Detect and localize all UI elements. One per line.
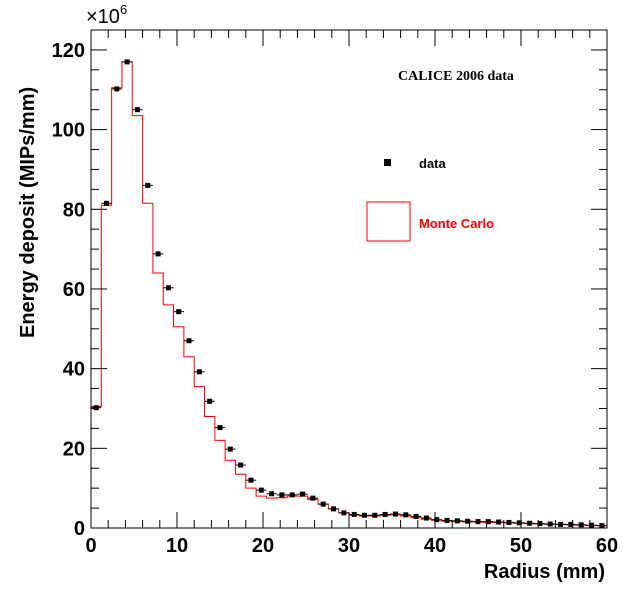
data-point	[103, 200, 109, 206]
legend-data-label: data	[419, 156, 447, 171]
x-tick-label: 0	[85, 535, 96, 557]
data-point	[310, 495, 316, 501]
data-point	[165, 285, 171, 291]
data-point	[217, 425, 223, 431]
data-point	[289, 492, 295, 498]
data-point	[558, 521, 564, 527]
data-point	[238, 462, 244, 468]
data-point	[279, 492, 285, 498]
data-point	[227, 446, 233, 452]
x-tick-label: 40	[424, 535, 446, 557]
data-point	[382, 511, 388, 517]
data-point	[423, 515, 429, 521]
data-point	[527, 520, 533, 526]
data-point	[176, 309, 182, 315]
y-multiplier-exponent: 6	[120, 2, 127, 17]
y-tick-label: 100	[52, 120, 85, 142]
data-point	[444, 517, 450, 523]
data-point	[155, 251, 161, 257]
y-tick-label: 20	[63, 438, 85, 460]
data-point	[392, 511, 398, 517]
legend-mc-label: Monte Carlo	[419, 216, 494, 231]
x-tick-label: 10	[166, 535, 188, 557]
y-tick-label: 40	[63, 359, 85, 381]
data-point	[434, 517, 440, 523]
data-point	[599, 523, 605, 529]
data-point	[454, 518, 460, 524]
data-point	[403, 512, 409, 518]
data-point	[300, 491, 306, 497]
data-point	[475, 519, 481, 525]
x-tick-label: 60	[596, 535, 618, 557]
legend-data-marker	[384, 159, 391, 166]
data-point	[196, 369, 202, 375]
x-tick-label: 50	[510, 535, 532, 557]
data-point	[269, 491, 275, 497]
data-point	[537, 521, 543, 527]
data-point	[186, 338, 192, 344]
data-point	[124, 59, 130, 65]
data-point	[341, 510, 347, 516]
data-point	[331, 506, 337, 512]
y-tick-label: 60	[63, 279, 85, 301]
data-point	[134, 107, 140, 113]
tick-labels: 0 10 20 30 40 50 60 0 20 40 60 80 100 120	[52, 40, 619, 557]
data-point	[351, 511, 357, 517]
data-point	[207, 398, 213, 404]
y-tick-label: 80	[63, 199, 85, 221]
x-tick-label: 20	[252, 535, 274, 557]
data-point	[320, 501, 326, 507]
data-point	[578, 522, 584, 528]
legend: data Monte Carlo	[366, 156, 494, 242]
data-point	[568, 521, 574, 527]
data-point	[248, 477, 254, 483]
y-tick-label: 0	[74, 518, 85, 540]
data-point	[361, 512, 367, 518]
data-point	[506, 519, 512, 525]
annotation-text: CALICE 2006 data	[398, 69, 514, 84]
data-point	[547, 521, 553, 527]
y-axis-title: Energy deposit (MIPs/mm)	[17, 87, 39, 338]
y-multiplier: ×106	[86, 2, 127, 28]
axes	[90, 29, 608, 529]
data-point	[465, 518, 471, 524]
y-tick-label: 120	[52, 40, 85, 62]
x-axis-title: Radius (mm)	[484, 561, 605, 583]
data-point	[516, 520, 522, 526]
data-point	[93, 405, 99, 411]
data-point	[496, 519, 502, 525]
y-multiplier-base: ×10	[86, 6, 120, 28]
data-point	[413, 513, 419, 519]
data-point	[589, 522, 595, 528]
data-point	[145, 182, 151, 188]
data-point	[485, 519, 491, 525]
data-point	[372, 512, 378, 518]
legend-mc-box	[366, 201, 411, 242]
data-point	[114, 86, 120, 92]
x-tick-label: 30	[338, 535, 360, 557]
data-series	[91, 59, 607, 529]
data-point	[258, 487, 264, 493]
